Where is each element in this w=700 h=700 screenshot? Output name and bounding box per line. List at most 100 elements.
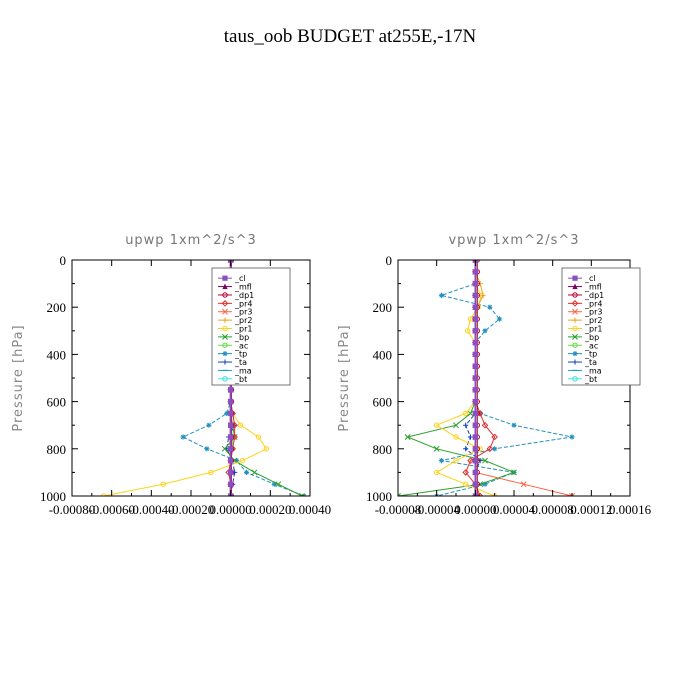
y-axis-label: Pressure [hPa] — [11, 324, 26, 431]
legend-label: _ta — [234, 358, 247, 367]
data-point — [453, 457, 459, 464]
legend-label: _dp1 — [584, 291, 604, 300]
y-tick-label: 600 — [47, 395, 67, 410]
data-point — [228, 434, 234, 440]
legend-marker — [222, 308, 228, 315]
data-point — [228, 422, 234, 428]
data-point — [467, 434, 474, 440]
data-point — [228, 458, 234, 464]
legend-marker — [222, 283, 228, 290]
data-point — [472, 469, 478, 475]
legend-marker — [572, 292, 578, 298]
y-tick-label: 400 — [47, 347, 67, 362]
data-point — [404, 434, 411, 440]
legend-label: _bp — [584, 333, 599, 342]
legend-item: _pr4 — [218, 299, 252, 308]
data-point — [477, 446, 483, 452]
legend: _cl_mfl_dp1_pr4_pr3_pr2_pr1_bp_ac_tp_ta_… — [561, 267, 641, 386]
legend-item: _tp — [218, 350, 247, 359]
legend-item: _cl — [568, 274, 596, 283]
data-point — [480, 292, 486, 298]
legend-marker — [222, 351, 228, 357]
legend-item: _dp1 — [218, 291, 254, 300]
data-point — [477, 458, 483, 464]
data-point — [472, 269, 478, 275]
legend-label: _bt — [234, 375, 247, 384]
data-point — [208, 469, 214, 476]
y-tick-label: 600 — [373, 395, 393, 410]
data-point — [299, 493, 306, 496]
legend-item: _pr2 — [568, 316, 602, 325]
legend-item: _ta — [568, 358, 597, 367]
legend-label: _pr3 — [584, 308, 602, 317]
legend: _cl_mfl_dp1_pr4_pr3_pr2_pr1_bp_ac_tp_ta_… — [211, 267, 291, 386]
x-tick-label: -0.00020 — [168, 502, 215, 517]
y-axis-label: Pressure [hPa] — [337, 324, 352, 431]
data-point — [228, 387, 234, 393]
data-point — [496, 316, 503, 322]
legend-marker — [222, 325, 228, 332]
y-tick-label: 200 — [373, 300, 393, 315]
figure-title: taus_oob BUDGET at255E,-17N — [224, 26, 477, 47]
data-point — [462, 469, 469, 476]
legend-marker — [222, 359, 228, 365]
data-point — [462, 481, 469, 487]
legend-item: _bp — [568, 333, 599, 342]
legend-label: _pr4 — [584, 299, 602, 308]
data-point — [472, 481, 478, 487]
data-point — [271, 481, 277, 487]
x-tick-label: -0.00080 — [49, 502, 96, 517]
data-point — [472, 399, 478, 405]
x-tick-label: 0.00000 — [210, 502, 252, 517]
legend-item: _dp1 — [568, 291, 604, 300]
legend-marker — [222, 376, 228, 382]
legend-marker — [222, 292, 228, 298]
data-point — [234, 458, 240, 464]
data-point — [476, 410, 484, 417]
data-point — [462, 410, 469, 417]
x-tick-label: -0.00040 — [128, 502, 175, 517]
legend-item: _bp — [218, 333, 249, 342]
data-point — [472, 375, 478, 381]
legend-marker — [572, 283, 578, 290]
legend-item: _bt — [218, 375, 247, 384]
legend-marker — [572, 317, 578, 323]
data-point — [228, 446, 234, 452]
data-point — [482, 328, 488, 334]
legend-marker — [221, 300, 229, 307]
data-point — [228, 469, 234, 475]
panel-title: vpwp 1xm^2/s^3 — [448, 233, 579, 248]
legend-item: _tp — [568, 350, 597, 359]
x-tick-label: 0.00008 — [532, 502, 574, 517]
data-point — [472, 422, 478, 428]
legend-label: _ta — [584, 358, 597, 367]
legend-label: _cl — [584, 274, 596, 283]
legend-marker — [222, 275, 228, 281]
data-point — [438, 292, 445, 298]
y-tick-label: 800 — [47, 442, 67, 457]
legend-label: _pr3 — [234, 308, 252, 317]
data-point — [438, 458, 445, 464]
data-point — [482, 481, 488, 487]
legend-marker — [571, 300, 579, 307]
legend-marker — [572, 342, 578, 348]
x-tick-label: 0.00020 — [249, 502, 291, 517]
data-point — [433, 445, 440, 452]
legend-item: _pr1 — [568, 325, 602, 334]
data-point — [398, 493, 401, 496]
data-point — [481, 421, 489, 429]
data-point — [275, 481, 282, 488]
data-point — [472, 351, 478, 357]
x-tick-label: 0.00040 — [289, 502, 331, 517]
data-point — [472, 340, 478, 346]
x-tick-label: 0.00016 — [609, 502, 652, 517]
legend-item: _pr3 — [568, 308, 602, 317]
data-point — [511, 469, 517, 476]
legend-marker — [572, 376, 578, 382]
data-point — [472, 292, 478, 298]
legend-item: _ac — [568, 341, 598, 350]
legend-item: _ma — [568, 366, 602, 375]
legend-marker — [572, 308, 578, 315]
